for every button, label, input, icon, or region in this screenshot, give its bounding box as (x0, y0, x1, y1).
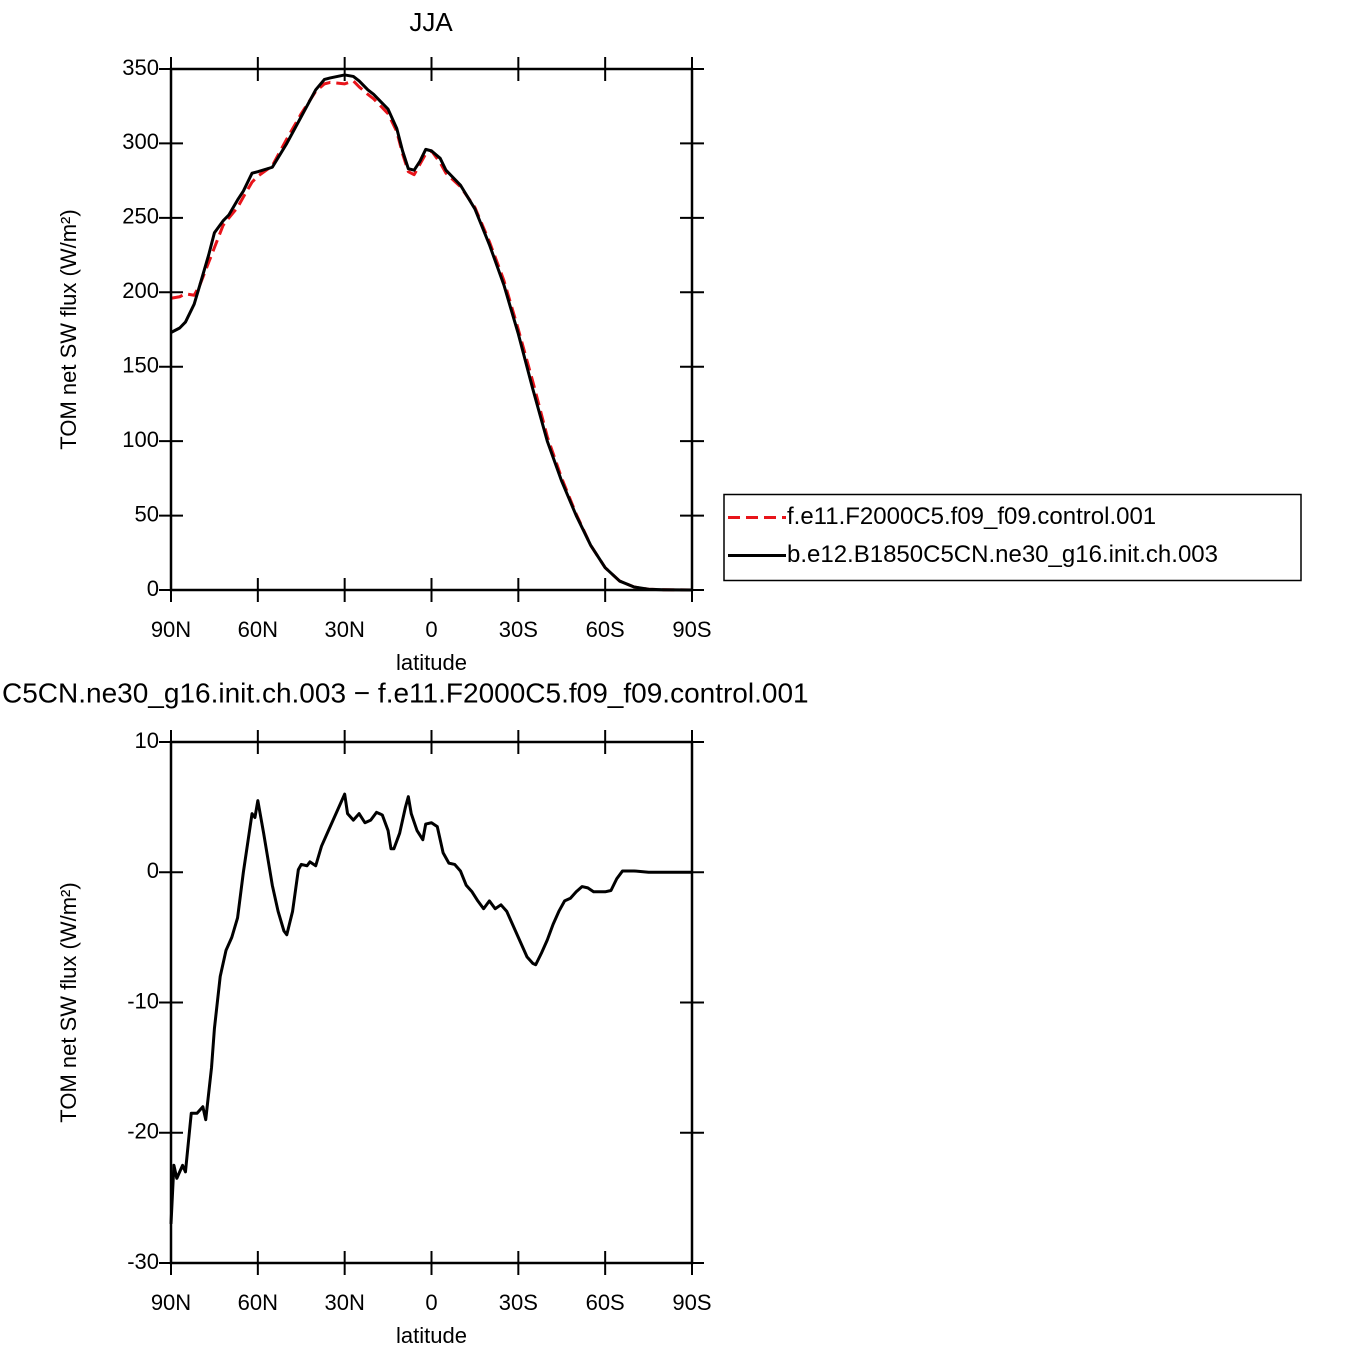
series-line (170, 73, 693, 592)
x-tick-label: 30N (324, 617, 364, 642)
y-tick-label: -10 (127, 988, 159, 1013)
x-tick-label: 60N (238, 1290, 278, 1315)
y-tick-label: 50 (135, 501, 159, 526)
x-tick-label: 60S (586, 1290, 625, 1315)
chart-title: C5CN.ne30_g16.init.ch.003 − f.e11.F2000C… (2, 677, 809, 708)
x-tick-label: 90N (151, 1290, 191, 1315)
x-tick-label: 30S (499, 617, 538, 642)
x-tick-label: 60N (238, 617, 278, 642)
y-tick-label: 300 (122, 129, 159, 154)
x-tick-label: 0 (425, 617, 437, 642)
plot-frame (169, 67, 694, 592)
series-line (169, 792, 692, 1224)
y-tick-label: -30 (127, 1249, 159, 1274)
x-axis-label: latitude (396, 650, 467, 675)
x-tick-label: 60S (586, 617, 625, 642)
y-tick-label: 100 (122, 427, 159, 452)
x-tick-label: 90N (151, 617, 191, 642)
y-tick-label: 0 (147, 576, 159, 601)
x-tick-label: 30S (499, 1290, 538, 1315)
y-tick-label: -20 (127, 1119, 159, 1144)
y-axis-label: TOM net SW flux (W/m²) (56, 882, 81, 1122)
x-axis-label: latitude (396, 1323, 467, 1348)
y-tick-label: 150 (122, 353, 159, 378)
y-axis-label: TOM net SW flux (W/m²) (56, 209, 81, 449)
legend-label: f.e11.F2000C5.f09_f09.control.001 (787, 503, 1156, 530)
x-tick-label: 90S (672, 1290, 711, 1315)
y-tick-label: 10 (135, 728, 159, 753)
series-line (170, 79, 693, 592)
chart-title: JJA (409, 7, 453, 37)
legend-box (723, 493, 1302, 582)
x-tick-label: 0 (425, 1290, 437, 1315)
legend-label: b.e12.B1850C5CN.ne30_g16.init.ch.003 (787, 541, 1218, 568)
plot-frame (169, 740, 694, 1265)
x-tick-label: 90S (672, 617, 711, 642)
y-tick-label: 350 (122, 55, 159, 80)
y-tick-label: 250 (122, 204, 159, 229)
y-tick-label: 0 (147, 858, 159, 883)
x-tick-label: 30N (324, 1290, 364, 1315)
y-tick-label: 200 (122, 278, 159, 303)
